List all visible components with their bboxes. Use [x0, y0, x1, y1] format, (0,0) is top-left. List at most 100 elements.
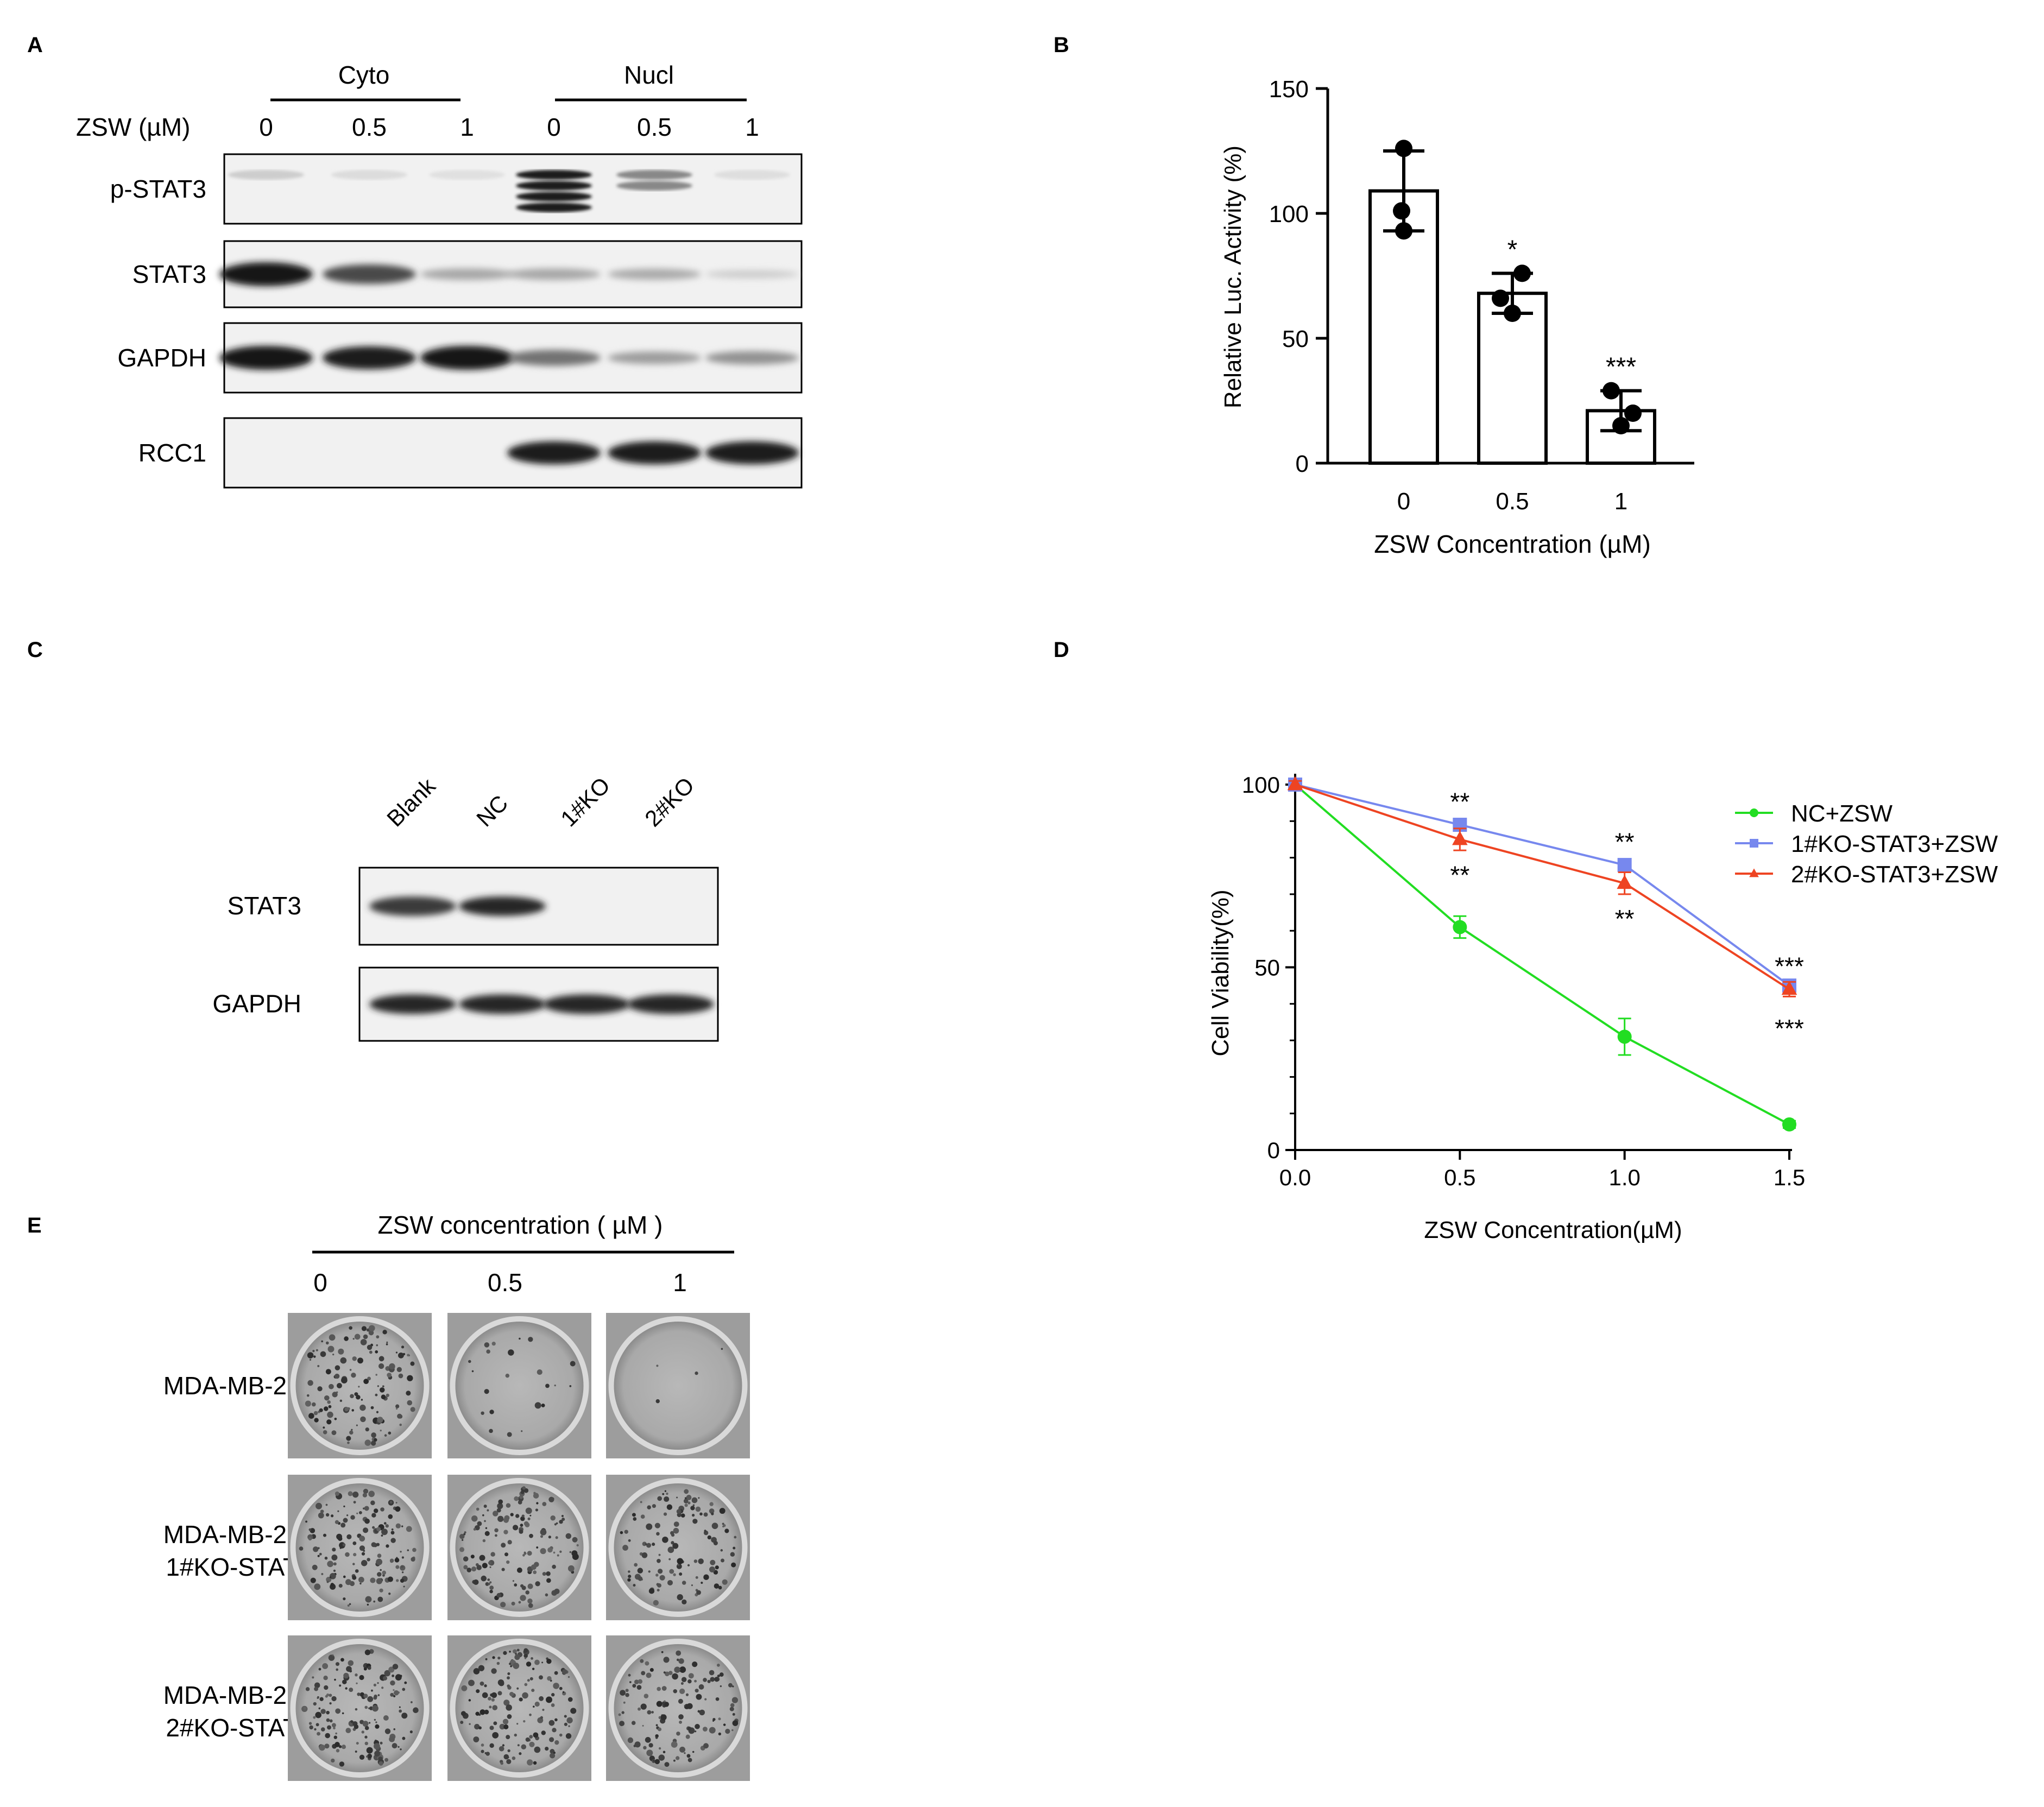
e-colony — [686, 1754, 691, 1758]
e-colony — [546, 1571, 551, 1576]
e-colony — [519, 1697, 523, 1702]
e-colony — [360, 1416, 366, 1423]
e-colony — [646, 1543, 651, 1548]
e-colony — [657, 1686, 661, 1691]
e-colony — [620, 1531, 623, 1534]
e-colony — [520, 1584, 524, 1588]
e-colony — [489, 1589, 493, 1594]
e-colony — [329, 1719, 333, 1723]
blot-band — [705, 270, 799, 279]
e-colony — [520, 1524, 523, 1527]
e-colony — [576, 1544, 579, 1547]
e-colony — [484, 1684, 487, 1688]
group-label-cyto: Cyto — [338, 61, 390, 89]
e-colony — [657, 1496, 663, 1501]
e-dose-label: 1 — [673, 1268, 687, 1297]
e-colony — [711, 1512, 714, 1515]
e-colony — [391, 1528, 394, 1531]
blot-band — [705, 351, 799, 365]
e-colony — [679, 1572, 683, 1576]
e-colony — [542, 1502, 547, 1506]
e-colony — [527, 1583, 533, 1589]
e-colony — [471, 1370, 474, 1373]
e-colony — [638, 1576, 643, 1581]
e-colony — [703, 1678, 707, 1682]
b-significance: * — [1507, 235, 1518, 264]
e-colony — [375, 1724, 380, 1729]
e-colony — [657, 1589, 660, 1592]
e-colony — [663, 1751, 666, 1754]
blot-band — [323, 264, 416, 284]
e-colony — [384, 1758, 389, 1762]
e-colony — [671, 1533, 675, 1537]
e-colony — [523, 1521, 529, 1526]
e-colony — [373, 1683, 377, 1686]
e-colony — [350, 1720, 354, 1723]
e-colony — [349, 1326, 352, 1330]
e-colony — [342, 1679, 347, 1684]
e-colony — [389, 1736, 395, 1742]
e-colony — [384, 1434, 387, 1437]
b-xtick-label: 0.5 — [1496, 488, 1529, 515]
e-colony — [370, 1689, 373, 1692]
e-colony — [491, 1668, 497, 1674]
d-marker — [1750, 839, 1758, 848]
e-colony — [658, 1727, 662, 1732]
e-colony — [529, 1741, 535, 1747]
e-colony — [336, 1383, 342, 1389]
e-colony — [687, 1758, 692, 1762]
e-colony — [512, 1580, 514, 1582]
e-dish — [606, 1313, 750, 1458]
e-colony — [620, 1690, 626, 1696]
e-dish — [447, 1475, 591, 1620]
e-colony — [307, 1380, 313, 1386]
e-colony — [514, 1733, 518, 1737]
panel-a-blot: Cyto Nucl ZSW (µM) 0 0.5 1 0 0.5 1 p-STAT3 STA… — [76, 61, 803, 489]
e-colony — [340, 1522, 346, 1528]
e-colony — [661, 1701, 665, 1705]
e-colony — [634, 1679, 639, 1684]
c-lane-label: 1#KO — [556, 772, 615, 831]
e-colony — [541, 1661, 544, 1664]
e-colony — [402, 1736, 406, 1740]
e-colony — [546, 1696, 552, 1703]
e-colony — [552, 1728, 557, 1733]
blot-band — [429, 170, 505, 180]
panel-a-label: A — [27, 33, 43, 57]
e-colony — [354, 1724, 359, 1729]
group-label-nucl: Nucl — [624, 61, 674, 89]
e-colony — [364, 1726, 369, 1730]
e-colony — [676, 1509, 682, 1514]
e-colony — [506, 1704, 512, 1711]
e-colony — [313, 1355, 316, 1358]
e-colony — [390, 1531, 395, 1535]
e-colony — [462, 1539, 464, 1541]
e-colony — [680, 1682, 684, 1685]
d-series-line — [1294, 784, 1790, 1126]
d-series — [1288, 778, 1796, 993]
b-datapoint — [1395, 222, 1412, 240]
d-marker — [1453, 920, 1467, 934]
e-colony — [725, 1728, 730, 1734]
e-colony — [308, 1537, 312, 1541]
e-colony — [376, 1578, 383, 1584]
e-colony — [361, 1730, 364, 1734]
e-colony — [342, 1543, 346, 1546]
e-colony — [629, 1681, 632, 1683]
e-colony — [373, 1508, 378, 1513]
e-colony — [385, 1524, 389, 1528]
e-colony — [464, 1531, 466, 1534]
e-dish — [447, 1313, 591, 1458]
e-colony — [658, 1553, 661, 1556]
e-colony — [627, 1578, 631, 1582]
e-colony — [507, 1540, 512, 1545]
e-colony — [554, 1588, 560, 1594]
e-colony — [723, 1524, 726, 1527]
e-colony — [656, 1532, 660, 1536]
e-colony — [359, 1404, 366, 1411]
e-colony — [677, 1563, 680, 1566]
e-colony — [352, 1563, 355, 1565]
e-colony — [663, 1512, 667, 1516]
e-colony — [367, 1344, 373, 1350]
